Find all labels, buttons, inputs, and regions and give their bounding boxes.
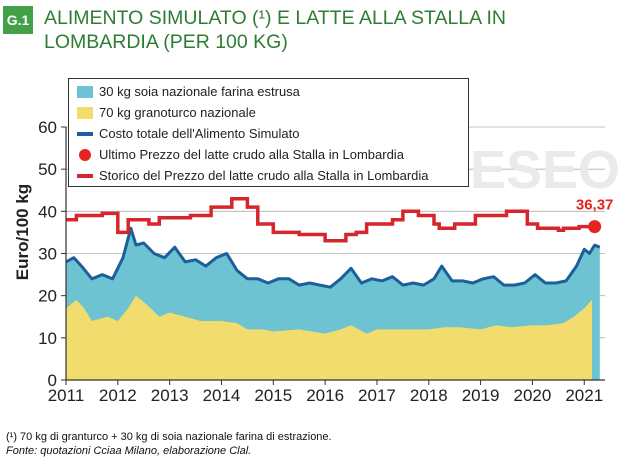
legend-item-storico: Storico del Prezzo del latte crudo alla … [77, 165, 460, 186]
axes [61, 126, 605, 385]
x-tick-label: 2014 [203, 386, 241, 405]
legend-swatch-costo-totale [77, 131, 93, 136]
legend-label-granoturco: 70 kg granoturco nazionale [99, 105, 256, 120]
y-tick-label: 30 [38, 245, 57, 264]
legend-label-costo-totale: Costo totale dell'Alimento Simulato [99, 126, 300, 141]
y-tick-label: 60 [38, 118, 57, 137]
legend-label-soia: 30 kg soia nazionale farina estrusa [99, 84, 300, 99]
footnote: (¹) 70 kg di granturco + 30 kg di soia n… [6, 430, 332, 458]
chart-header: G.1 ALIMENTO SIMULATO (¹) E LATTE ALLA S… [0, 0, 627, 60]
legend-swatch-ultimo-prezzo [79, 148, 91, 161]
figure-badge: G.1 [3, 6, 33, 34]
x-tick-label: 2012 [99, 386, 137, 405]
chart-title: ALIMENTO SIMULATO (¹) E LATTE ALLA STALL… [44, 7, 507, 53]
last-price-marker: 36,37 [576, 197, 614, 234]
legend-item-ultimo-prezzo: Ultimo Prezzo del latte crudo alla Stall… [77, 144, 460, 165]
area-granoturco [66, 295, 592, 380]
x-tick-label: 2018 [410, 386, 448, 405]
y-tick-label: 40 [38, 202, 57, 221]
footnote-source: Fonte: quotazioni Cciaa Milano, elaboraz… [6, 445, 252, 457]
x-tick-label: 2015 [254, 386, 292, 405]
x-tick-label: 2016 [306, 386, 344, 405]
y-tick-label: 10 [38, 329, 57, 348]
x-tick-label: 2017 [358, 386, 396, 405]
tick-labels: 0 10 20 30 40 50 60 2011 2012 2013 2014 2015 2016 201… [38, 118, 603, 405]
legend-item-costo-totale: Costo totale dell'Alimento Simulato [77, 123, 460, 144]
legend-item-soia: 30 kg soia nazionale farina estrusa [77, 81, 460, 102]
legend-swatch-soia [77, 85, 93, 98]
footnote-note: (¹) 70 kg di granturco + 30 kg di soia n… [6, 431, 332, 443]
y-tick-label: 0 [48, 371, 57, 390]
y-tick-label: 20 [38, 287, 57, 306]
watermark: ESEO [470, 140, 620, 200]
legend-swatch-granoturco [77, 106, 93, 119]
legend-label-storico: Storico del Prezzo del latte crudo alla … [99, 168, 429, 183]
last-price-point [588, 220, 602, 234]
x-tick-label: 2021 [565, 386, 603, 405]
y-axis-label: Euro/100 kg [13, 184, 32, 280]
legend-swatch-storico [77, 173, 93, 178]
area-series [66, 228, 600, 380]
last-price-label: 36,37 [576, 197, 614, 214]
x-tick-label: 2011 [48, 386, 85, 405]
x-tick-label: 2013 [151, 386, 189, 405]
line-costo-totale [65, 226, 601, 289]
line-series [65, 196, 601, 289]
x-tick-label: 2019 [462, 386, 500, 405]
legend-item-granoturco: 70 kg granoturco nazionale [77, 102, 460, 123]
x-tick-label: 2020 [514, 386, 552, 405]
y-tick-label: 50 [38, 160, 57, 179]
line-storico-latte [66, 196, 595, 243]
chart-legend: 30 kg soia nazionale farina estrusa 70 k… [68, 78, 469, 187]
legend-label-ultimo-prezzo: Ultimo Prezzo del latte crudo alla Stall… [99, 147, 404, 162]
